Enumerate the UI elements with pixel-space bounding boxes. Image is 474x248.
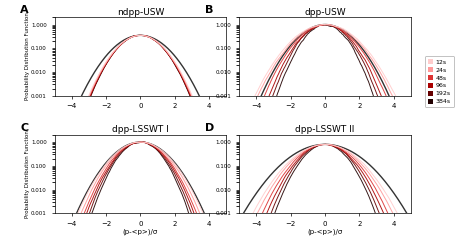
Y-axis label: Probability Distribution Function: Probability Distribution Function	[25, 130, 30, 218]
Title: dpp-LSSWT I: dpp-LSSWT I	[112, 125, 169, 134]
Text: D: D	[205, 123, 214, 133]
Text: A: A	[20, 5, 29, 15]
X-axis label: (p-<p>)/σ: (p-<p>)/σ	[123, 228, 158, 235]
Title: dpp-LSSWT II: dpp-LSSWT II	[295, 125, 355, 134]
Title: ndpp-USW: ndpp-USW	[117, 8, 164, 17]
Legend: 12s, 24s, 48s, 96s, 192s, 384s: 12s, 24s, 48s, 96s, 192s, 384s	[425, 56, 454, 107]
Y-axis label: Probability Distribution Function: Probability Distribution Function	[25, 13, 30, 100]
Text: B: B	[205, 5, 213, 15]
Text: C: C	[20, 123, 28, 133]
X-axis label: (p-<p>)/σ: (p-<p>)/σ	[308, 228, 343, 235]
Title: dpp-USW: dpp-USW	[304, 8, 346, 17]
